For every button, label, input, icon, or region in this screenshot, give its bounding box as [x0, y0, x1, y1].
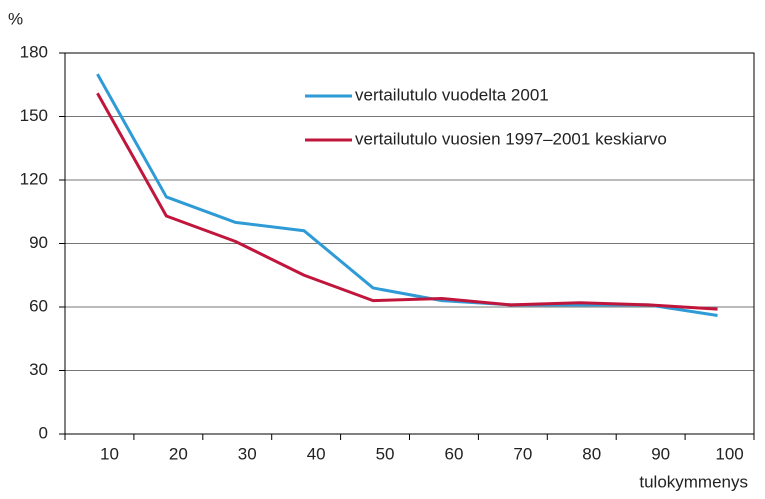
- data-line: [96, 73, 718, 317]
- x-tick-label: 90: [651, 444, 670, 463]
- x-tick-label: 80: [582, 444, 601, 463]
- x-tick-label: 20: [169, 444, 188, 463]
- y-tick-label: 0: [39, 423, 48, 442]
- x-tick-label: 70: [513, 444, 532, 463]
- y-tick-label: 180: [20, 42, 48, 61]
- y-tick-label: 90: [29, 233, 48, 252]
- y-tick-label: 120: [20, 169, 48, 188]
- x-tick-label: 60: [444, 444, 463, 463]
- x-axis-label: tulokymmenys: [639, 472, 748, 491]
- data-line: [96, 92, 718, 311]
- y-tick-label: 150: [20, 106, 48, 125]
- y-tick-label: 30: [29, 360, 48, 379]
- legend-label: vertailutulo vuosien 1997–2001 keskiarvo: [355, 129, 667, 148]
- y-axis-label: %: [8, 9, 23, 28]
- x-tick-label: 30: [238, 444, 257, 463]
- legend-label: vertailutulo vuodelta 2001: [355, 85, 549, 104]
- y-tick-label: 60: [29, 296, 48, 315]
- x-tick-label: 50: [376, 444, 395, 463]
- x-tick-label: 40: [307, 444, 326, 463]
- x-tick-label: 10: [100, 444, 119, 463]
- x-tick-label: 100: [715, 444, 743, 463]
